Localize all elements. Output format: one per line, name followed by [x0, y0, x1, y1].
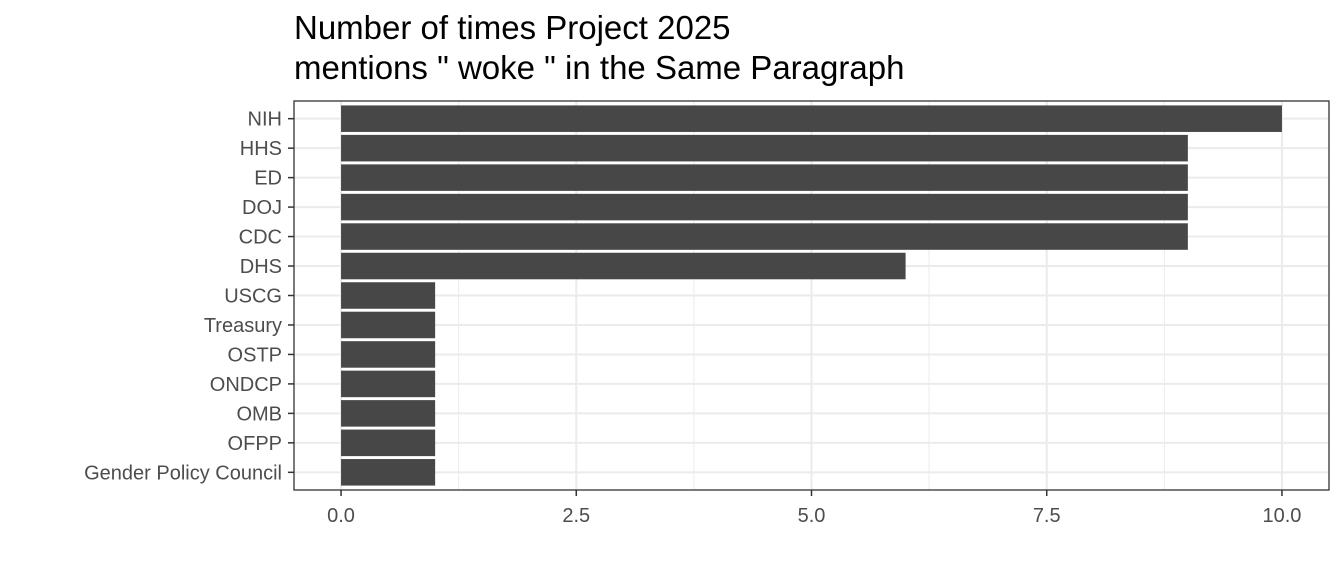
bar-ed: [341, 164, 1188, 191]
y-tick-label: Gender Policy Council: [84, 462, 282, 484]
bar-ondcp: [341, 370, 436, 398]
y-tick-label: HHS: [240, 138, 282, 160]
x-tick-label: 7.5: [1033, 505, 1061, 527]
bar-doj: [341, 193, 1188, 221]
y-tick-label: USCG: [224, 286, 282, 308]
bar-nih: [341, 105, 1282, 132]
bar-omb: [341, 400, 436, 427]
x-tick-label: 10.0: [1262, 505, 1301, 527]
y-tick-label: CDC: [239, 227, 282, 249]
y-tick-label: OSTP: [228, 344, 282, 366]
y-tick-label: OFPP: [228, 433, 282, 455]
bar-dhs: [341, 252, 906, 280]
y-tick-label: Treasury: [204, 315, 282, 337]
y-tick-label: DHS: [240, 256, 282, 278]
bar-gender-policy-council: [341, 459, 436, 486]
y-tick-label: ED: [254, 168, 282, 190]
y-tick-label: NIH: [248, 109, 282, 131]
chart-title-line-2: mentions " woke " in the Same Paragraph: [294, 49, 905, 86]
bar-treasury: [341, 311, 436, 339]
y-tick-label: DOJ: [242, 197, 282, 219]
x-tick-label: 0.0: [327, 505, 355, 527]
bar-ofpp: [341, 429, 436, 457]
chart-title-line-1: Number of times Project 2025: [294, 9, 731, 46]
x-tick-label: 5.0: [798, 505, 826, 527]
y-tick-label: OMB: [236, 403, 282, 425]
bar-hhs: [341, 134, 1188, 162]
bar-uscg: [341, 282, 436, 309]
chart-title: Number of times Project 2025 mentions " …: [294, 8, 904, 88]
bar-ostp: [341, 341, 436, 368]
bar-cdc: [341, 223, 1188, 250]
x-tick-label: 2.5: [562, 505, 590, 527]
y-tick-label: ONDCP: [210, 374, 282, 396]
